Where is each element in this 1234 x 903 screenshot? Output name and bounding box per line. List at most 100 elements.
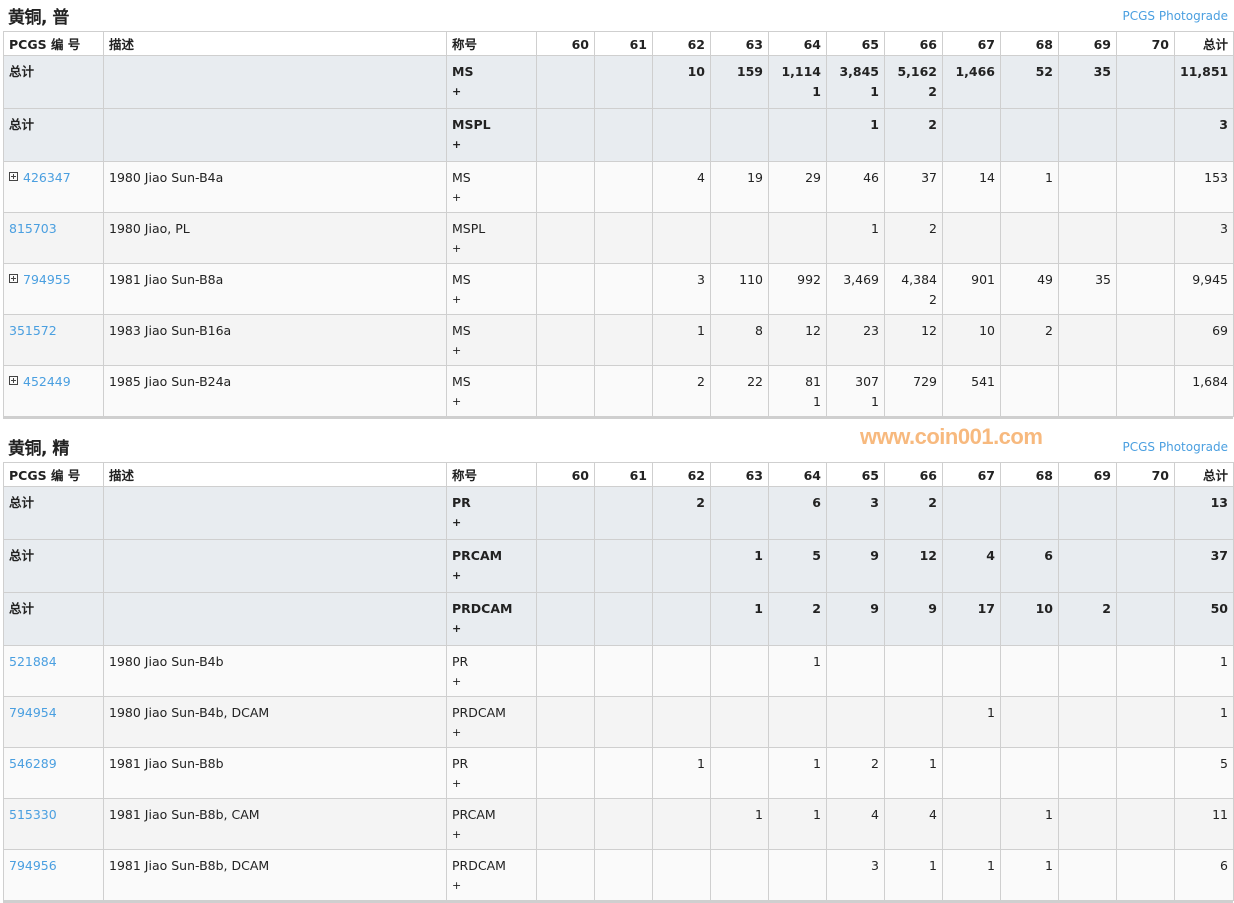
col-grade-61: 61 bbox=[594, 31, 653, 56]
row-total: 11,851 bbox=[1174, 55, 1234, 109]
grade-count bbox=[948, 754, 995, 774]
designation: PR + bbox=[446, 645, 537, 697]
description bbox=[103, 592, 447, 646]
grade-70-cell bbox=[1116, 161, 1175, 213]
grade-count bbox=[948, 219, 995, 239]
grade-67-cell bbox=[942, 486, 1001, 540]
plus-label: + bbox=[452, 516, 462, 529]
pcgs-number-link[interactable]: 351572 bbox=[9, 323, 57, 338]
grade-63-cell bbox=[710, 486, 769, 540]
designation-label: MS bbox=[452, 374, 471, 389]
pcgs-number-link[interactable]: 546289 bbox=[9, 756, 57, 771]
grade-count bbox=[1122, 652, 1169, 672]
pcgs-number-link[interactable]: 521884 bbox=[9, 654, 57, 669]
expand-icon[interactable] bbox=[9, 172, 18, 181]
description: 1980 Jiao Sun-B4b bbox=[103, 645, 447, 697]
grade-66-cell: 4,384 2 bbox=[884, 263, 943, 315]
grade-count bbox=[716, 856, 763, 876]
pcgs-number-link[interactable]: 452449 bbox=[23, 374, 71, 389]
grade-count: 37 bbox=[921, 170, 937, 185]
grade-count bbox=[542, 493, 589, 513]
grade-68-cell: 6 bbox=[1000, 539, 1059, 593]
grade-count bbox=[774, 856, 821, 876]
pcgs-number-link[interactable]: 794956 bbox=[9, 858, 57, 873]
grade-60-cell bbox=[536, 263, 595, 315]
grade-68-cell: 49 bbox=[1000, 263, 1059, 315]
plus-label: + bbox=[452, 777, 462, 790]
designation: MS + bbox=[446, 161, 537, 213]
grade-64-cell bbox=[768, 108, 827, 162]
grade-count bbox=[1122, 599, 1169, 619]
col-grade-66: 66 bbox=[884, 31, 943, 56]
grade-count bbox=[1122, 270, 1169, 290]
grade-count bbox=[716, 652, 763, 672]
grade-count bbox=[1122, 754, 1169, 774]
grade-plus-count: 2 bbox=[929, 292, 937, 307]
designation-label: PR bbox=[452, 495, 471, 510]
expand-icon[interactable] bbox=[9, 274, 18, 283]
description: 1985 Jiao Sun-B24a bbox=[103, 365, 447, 417]
pcgs-number-link[interactable]: 794955 bbox=[23, 272, 71, 287]
grade-count bbox=[658, 115, 705, 135]
col-total: 总计 bbox=[1174, 462, 1234, 487]
grade-65-cell bbox=[826, 696, 885, 748]
grade-count bbox=[600, 703, 647, 723]
grade-count bbox=[774, 703, 821, 723]
grade-63-cell: 1 bbox=[710, 592, 769, 646]
grade-68-cell: 52 bbox=[1000, 55, 1059, 109]
grade-64-cell: 1 bbox=[768, 747, 827, 799]
plus-label: + bbox=[452, 726, 462, 739]
grade-count: 22 bbox=[747, 374, 763, 389]
grade-count: 1 bbox=[754, 601, 763, 616]
plus-label: + bbox=[452, 675, 462, 688]
grade-68-cell bbox=[1000, 365, 1059, 417]
grade-count bbox=[658, 546, 705, 566]
grade-count bbox=[1122, 62, 1169, 82]
expand-icon[interactable] bbox=[9, 376, 18, 385]
grade-count: 19 bbox=[747, 170, 763, 185]
col-grade-67: 67 bbox=[942, 31, 1001, 56]
grade-64-cell: 12 bbox=[768, 314, 827, 366]
pcgs-photograde-link[interactable]: PCGS Photograde bbox=[1122, 8, 1228, 23]
grade-60-cell bbox=[536, 539, 595, 593]
total-row: 总计 MS + 10 159 1,114 1 3,845 1 5,162 2 1,466 52 35 1… bbox=[3, 55, 1234, 109]
pcgs-number-link[interactable]: 426347 bbox=[23, 170, 71, 185]
grade-count: 5 bbox=[812, 548, 821, 563]
grade-60-cell bbox=[536, 314, 595, 366]
grade-65-cell: 23 bbox=[826, 314, 885, 366]
grade-66-cell: 1 bbox=[884, 849, 943, 901]
col-grade-60: 60 bbox=[536, 462, 595, 487]
section-divider bbox=[3, 417, 1233, 419]
grade-count: 541 bbox=[971, 374, 995, 389]
pcgs-number-link[interactable]: 515330 bbox=[9, 807, 57, 822]
grade-count: 2 bbox=[1045, 323, 1053, 338]
designation: MSPL + bbox=[446, 212, 537, 264]
grade-64-cell: 29 bbox=[768, 161, 827, 213]
grade-count bbox=[542, 754, 589, 774]
grade-60-cell bbox=[536, 108, 595, 162]
grade-count bbox=[774, 115, 821, 135]
grade-68-cell: 10 bbox=[1000, 592, 1059, 646]
pcgs-number-link[interactable]: 794954 bbox=[9, 705, 57, 720]
grade-65-cell: 3,845 1 bbox=[826, 55, 885, 109]
pcgs-photograde-link[interactable]: PCGS Photograde bbox=[1122, 439, 1228, 454]
grade-64-cell: 81 1 bbox=[768, 365, 827, 417]
row-total: 3 bbox=[1174, 212, 1234, 264]
plus-label: + bbox=[452, 569, 462, 582]
grade-66-cell: 37 bbox=[884, 161, 943, 213]
grade-63-cell: 8 bbox=[710, 314, 769, 366]
grade-count bbox=[890, 703, 937, 723]
col-grade-66: 66 bbox=[884, 462, 943, 487]
col-designation: 称号 bbox=[446, 31, 537, 56]
grade-66-cell: 12 bbox=[884, 539, 943, 593]
pcgs-number-link[interactable]: 815703 bbox=[9, 221, 57, 236]
row-total: 9,945 bbox=[1174, 263, 1234, 315]
grade-70-cell bbox=[1116, 645, 1175, 697]
grade-70-cell bbox=[1116, 539, 1175, 593]
plus-label: + bbox=[452, 344, 462, 357]
grade-69-cell bbox=[1058, 645, 1117, 697]
grade-60-cell bbox=[536, 365, 595, 417]
grade-65-cell: 1 bbox=[826, 108, 885, 162]
grade-count bbox=[600, 493, 647, 513]
col-pcgs: PCGS 编 号 bbox=[3, 31, 104, 56]
